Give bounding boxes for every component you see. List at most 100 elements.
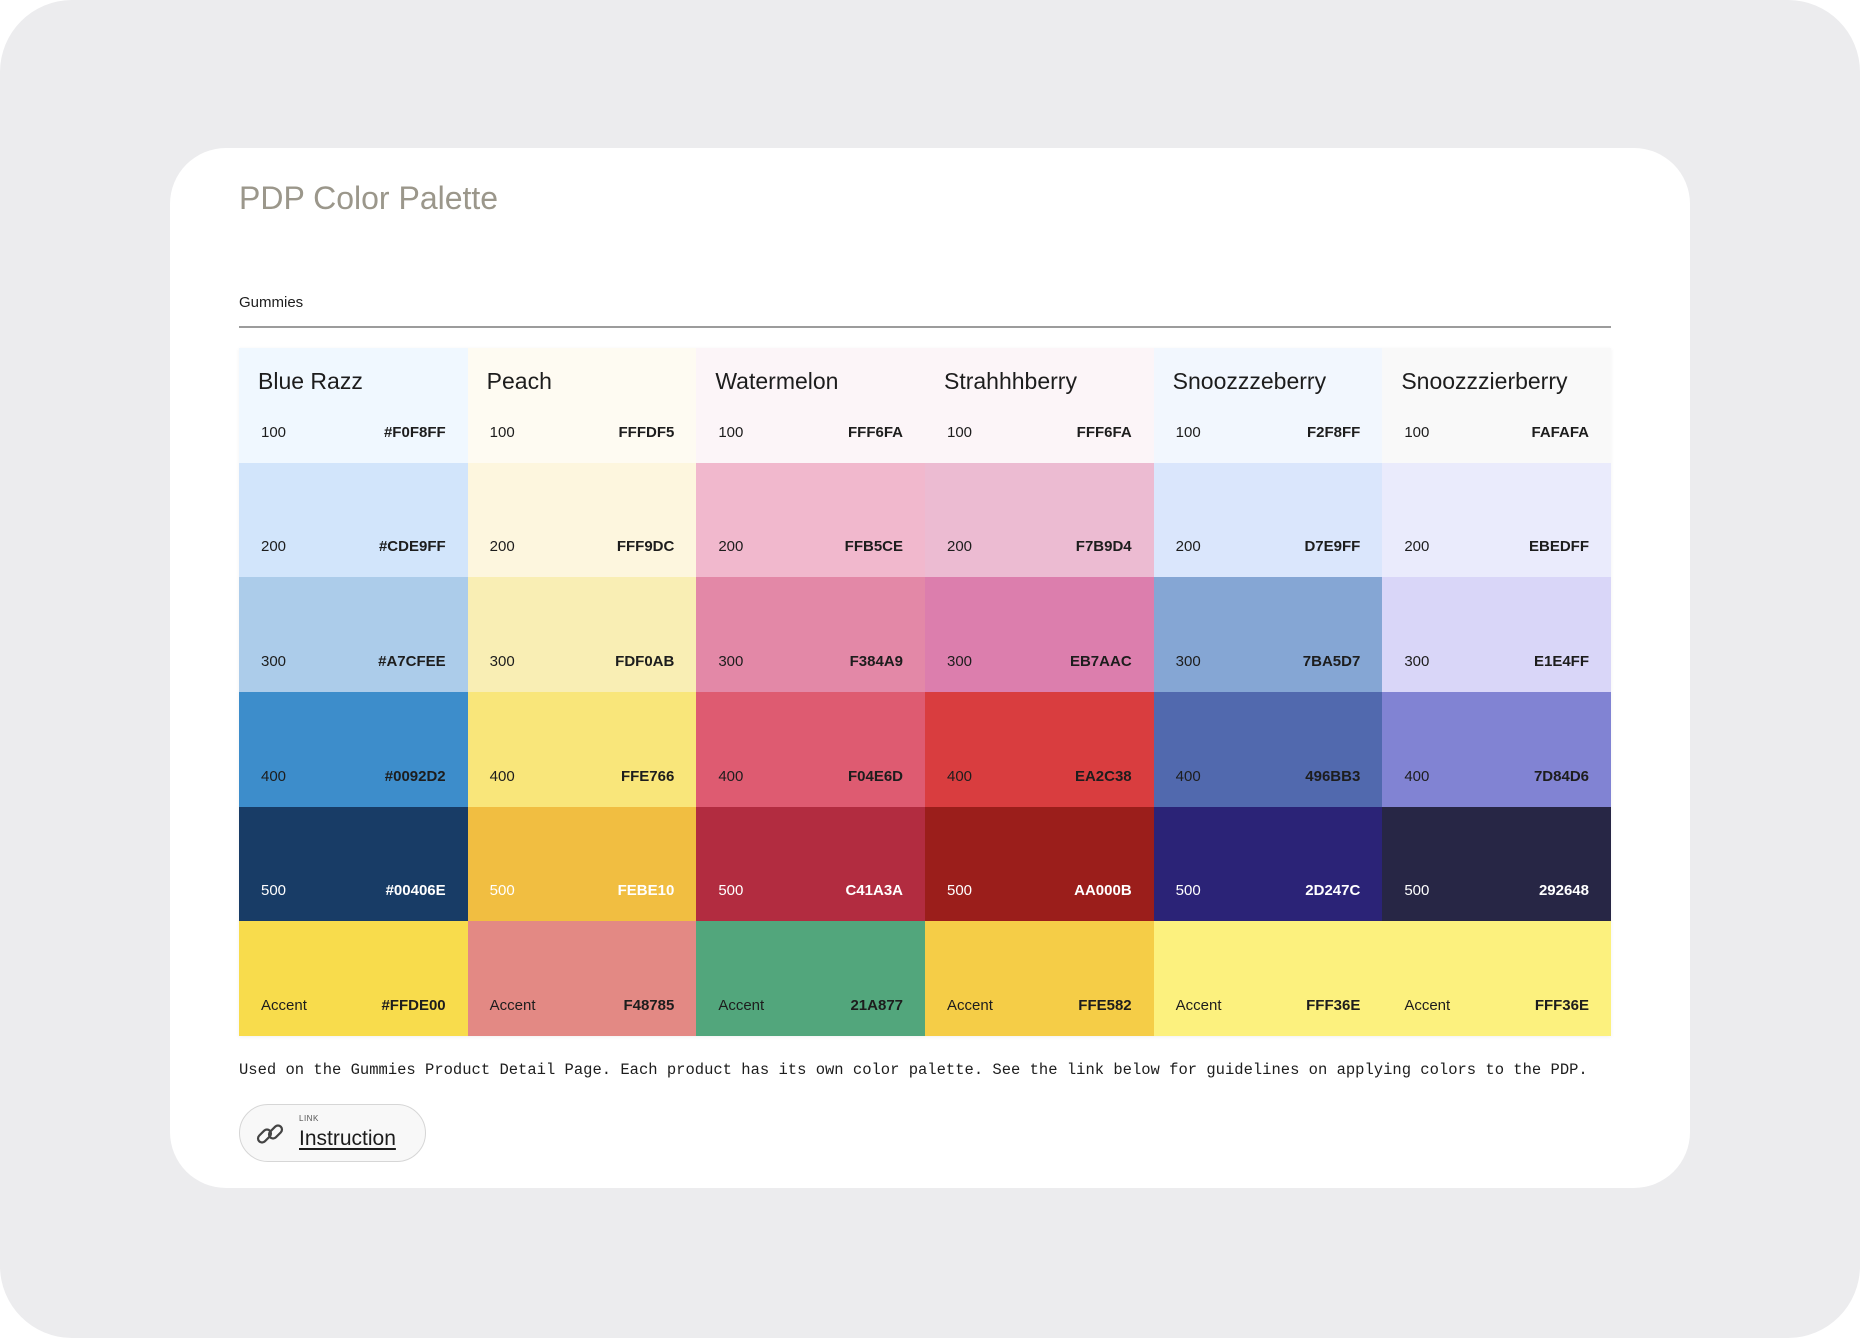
swatch-hex-code: FFF9DC <box>616 538 675 556</box>
swatch-cell: Strahhhberry 100 FFF6FA <box>925 348 1154 463</box>
swatch-level: 200 <box>1175 538 1201 556</box>
swatch-level: 100 <box>947 423 973 441</box>
swatch-cell: 400 496BB3 <box>1153 691 1383 807</box>
swatch-hex-code: EA2C38 <box>1074 767 1132 785</box>
swatch-cell: 200 EBEDFF <box>1382 462 1611 578</box>
swatch-hex-code: 7BA5D7 <box>1302 652 1361 670</box>
swatch-cell: 400 7D84D6 <box>1382 691 1611 807</box>
swatch-hex-code: #F0F8FF <box>383 423 446 441</box>
swatch-level: 500 <box>1404 882 1430 900</box>
swatch-hex-code: F7B9D4 <box>1075 538 1132 556</box>
swatch-hex-code: 7D84D6 <box>1533 767 1589 785</box>
swatch-level: 300 <box>261 652 287 670</box>
swatch-hex-code: 2D247C <box>1305 882 1361 900</box>
swatch-level: Accent <box>489 996 536 1014</box>
swatch-level: 500 <box>1175 882 1201 900</box>
swatch-level: 300 <box>1175 652 1201 670</box>
swatch-cell: Accent FFF36E <box>1382 921 1611 1036</box>
swatch-cell: Accent FFF36E <box>1153 921 1383 1036</box>
palette-column-name: Blue Razz <box>258 368 363 394</box>
swatch-hex-code: F48785 <box>623 996 675 1014</box>
swatch-level: 400 <box>718 767 744 785</box>
swatch-level: 400 <box>489 767 515 785</box>
palette-column-name: Peach <box>486 368 552 394</box>
swatch-cell: 500 2D247C <box>1153 806 1383 922</box>
swatch-cell: Snoozzzeberry 100 F2F8FF <box>1153 348 1383 463</box>
section-divider <box>239 326 1611 328</box>
section-label: Gummies <box>239 294 304 311</box>
instruction-link-label[interactable]: Instruction <box>299 1127 396 1150</box>
swatch-level: 200 <box>489 538 515 556</box>
swatch-hex-code: FFF6FA <box>848 423 903 441</box>
swatch-cell: Watermelon 100 FFF6FA <box>696 348 925 463</box>
swatch-cell: Blue Razz 100 #F0F8FF <box>239 348 468 463</box>
swatch-cell: 400 EA2C38 <box>925 691 1154 807</box>
swatch-level: Accent <box>1175 996 1222 1014</box>
swatch-level: 400 <box>947 767 973 785</box>
swatch-cell: 200 D7E9FF <box>1153 462 1383 578</box>
swatch-cell: 300 FDF0AB <box>467 577 697 692</box>
swatch-level: 200 <box>947 538 973 556</box>
swatch-hex-code: FFE766 <box>620 767 675 785</box>
swatch-cell: 500 C41A3A <box>696 806 925 922</box>
swatch-level: Accent <box>718 996 765 1014</box>
swatch-level: 500 <box>261 882 287 900</box>
swatch-level: Accent <box>1404 996 1451 1014</box>
swatch-cell: 400 F04E6D <box>696 691 925 807</box>
swatch-cell: 200 #CDE9FF <box>239 462 468 578</box>
swatch-hex-code: D7E9FF <box>1304 538 1361 556</box>
instruction-link[interactable]: LINK Instruction <box>239 1104 426 1162</box>
swatch-cell: 200 FFF9DC <box>467 462 697 578</box>
swatch-cell: 500 FEBE10 <box>467 806 697 922</box>
swatch-level: 400 <box>1404 767 1430 785</box>
swatch-level: 300 <box>489 652 515 670</box>
swatch-cell: 400 FFE766 <box>467 691 697 807</box>
swatch-hex-code: 496BB3 <box>1305 767 1361 785</box>
swatch-cell: 200 F7B9D4 <box>925 462 1154 578</box>
swatch-level: 500 <box>718 882 744 900</box>
palette-grid: Blue Razz 100 #F0F8FF 200 #CDE9FF 300 #A7CFEE 4… <box>239 348 1611 1036</box>
swatch-cell: 300 7BA5D7 <box>1153 577 1383 692</box>
palette-column-name: Watermelon <box>715 368 839 394</box>
swatch-cell: 200 FFB5CE <box>696 462 925 578</box>
swatch-hex-code: #0092D2 <box>384 767 446 785</box>
swatch-hex-code: FFF6FA <box>1076 423 1132 441</box>
swatch-level: 400 <box>261 767 287 785</box>
swatch-hex-code: FEBE10 <box>617 882 675 900</box>
swatch-hex-code: EBEDFF <box>1529 538 1589 556</box>
swatch-hex-code: #CDE9FF <box>378 538 446 556</box>
swatch-cell: 300 F384A9 <box>696 577 925 692</box>
swatch-level: 200 <box>261 538 287 556</box>
swatch-level: 400 <box>1175 767 1201 785</box>
swatch-hex-code: #FFDE00 <box>381 996 446 1014</box>
swatch-cell: Snoozzzierberry 100 FAFAFA <box>1382 348 1611 463</box>
swatch-hex-code: AA000B <box>1074 882 1132 900</box>
swatch-level: 100 <box>489 423 515 441</box>
swatch-level: Accent <box>947 996 993 1014</box>
swatch-hex-code: F2F8FF <box>1306 423 1361 441</box>
swatch-hex-code: 21A877 <box>850 996 903 1014</box>
swatch-cell: 300 E1E4FF <box>1382 577 1611 692</box>
link-icon <box>256 1124 284 1144</box>
swatch-hex-code: F384A9 <box>849 652 903 670</box>
palette-column-name: Snoozzzeberry <box>1172 368 1327 394</box>
swatch-cell: 500 #00406E <box>239 806 468 922</box>
swatch-level: 200 <box>718 538 744 556</box>
swatch-cell: Accent FFE582 <box>925 921 1154 1036</box>
swatch-level: 200 <box>1404 538 1430 556</box>
swatch-level: 300 <box>947 652 973 670</box>
swatch-cell: Accent 21A877 <box>696 921 925 1036</box>
swatch-hex-code: E1E4FF <box>1533 652 1589 670</box>
swatch-level: 100 <box>1404 423 1430 441</box>
swatch-level: 100 <box>261 423 287 441</box>
swatch-hex-code: FFE582 <box>1078 996 1132 1014</box>
swatch-cell: 500 AA000B <box>925 806 1154 922</box>
page-title: PDP Color Palette <box>239 180 499 216</box>
swatch-hex-code: EB7AAC <box>1069 652 1132 670</box>
swatch-cell: Accent #FFDE00 <box>239 921 468 1036</box>
swatch-level: 500 <box>489 882 515 900</box>
swatch-cell: 400 #0092D2 <box>239 691 468 807</box>
swatch-level: 300 <box>1404 652 1430 670</box>
swatch-hex-code: FFF36E <box>1306 996 1361 1014</box>
